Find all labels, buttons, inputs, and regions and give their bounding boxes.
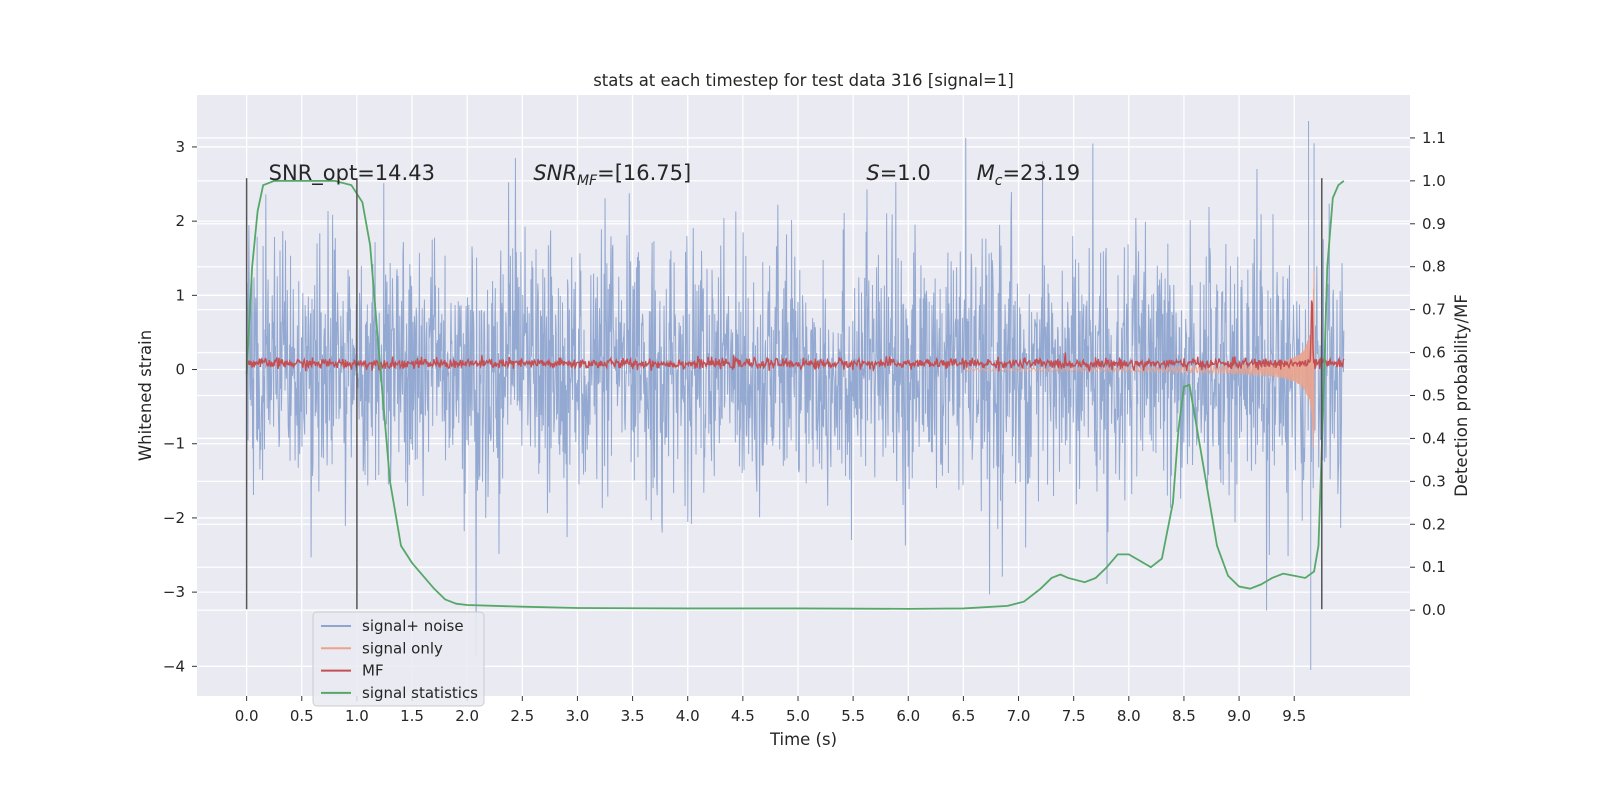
tick-labels: 0.0 0.5 1.0 1.5 2.0 2.5 3.0 3.5 4.0 4.5 5.0 5.5 6.0 6… (163, 129, 1446, 725)
series-mf (245, 300, 1345, 373)
y2-tick-label: 1.0 (1422, 172, 1446, 190)
x-axis-label: Time (s) (769, 730, 837, 749)
y2-tick-label: 0.6 (1422, 344, 1446, 362)
x-tick-label: 5.0 (786, 707, 810, 725)
y2-tick-label: 0.1 (1422, 558, 1446, 576)
annotation-s: S=1.0 (866, 161, 930, 185)
x-tick-label: 1.5 (400, 707, 424, 725)
annotation-snr-mf-sub: MF (577, 173, 598, 189)
x-tick-label: 3.0 (566, 707, 590, 725)
series-layer (245, 120, 1345, 671)
x-tick-label: 8.5 (1172, 707, 1196, 725)
y2-tick-label: 0.5 (1422, 387, 1446, 405)
y2-tick-label: 0.4 (1422, 429, 1446, 447)
annotation-mc-sub: c (995, 173, 1003, 189)
y-tick-label: 1 (175, 286, 185, 304)
x-tick-label: 0.5 (290, 707, 314, 725)
y-axis-label: Whitened strain (136, 330, 155, 461)
x-tick-label: 0.0 (235, 707, 259, 725)
x-tick-label: 3.5 (621, 707, 645, 725)
x-tick-label: 6.5 (951, 707, 975, 725)
annotation-mc-value: =23.19 (1002, 161, 1080, 185)
x-tick-label: 4.0 (676, 707, 700, 725)
legend-entries: signal+ noise signal only MF signal statist… (321, 617, 478, 702)
x-tick-label: 2.0 (455, 707, 479, 725)
annotation-snr-mf: SNRMF=[16.75] (533, 161, 691, 189)
y2-tick-label: 0.2 (1422, 515, 1446, 533)
legend-label: MF (362, 662, 384, 680)
x-tick-label: 9.5 (1282, 707, 1306, 725)
y-tick-label: −3 (163, 583, 185, 601)
x-tick-label: 9.0 (1227, 707, 1251, 725)
x-tick-label: 7.5 (1062, 707, 1086, 725)
chart-title: stats at each timestep for test data 316… (593, 71, 1014, 90)
y-tick-label: −1 (163, 435, 185, 453)
annotation-mc-label: M (977, 161, 995, 185)
x-tick-label: 5.5 (841, 707, 865, 725)
annotation-snr-opt: SNR_opt=14.43 (269, 161, 435, 186)
y-tick-label: −4 (163, 657, 185, 675)
annotation-s-value: =1.0 (880, 161, 931, 185)
y2-axis-label: Detection probability/MF (1452, 294, 1471, 497)
x-tick-label: 2.5 (510, 707, 534, 725)
x-tick-label: 1.0 (345, 707, 369, 725)
series-signal-only (963, 271, 1315, 448)
x-tick-label: 7.0 (1007, 707, 1031, 725)
legend-label: signal only (362, 639, 443, 657)
y2-tick-label: 0.7 (1422, 301, 1446, 319)
legend-label: signal+ noise (362, 617, 464, 635)
annotation-snr-mf-value: =[16.75] (597, 161, 691, 185)
y2-tick-label: 0.3 (1422, 472, 1446, 490)
y2-tick-label: 0.0 (1422, 601, 1446, 619)
x-tick-label: 8.0 (1117, 707, 1141, 725)
y-tick-label: 3 (175, 138, 185, 156)
annotation-mc: Mc=23.19 (977, 161, 1081, 189)
x-tick-label: 6.0 (896, 707, 920, 725)
vertical-markers (245, 178, 1323, 610)
y-tick-label: 2 (175, 212, 185, 230)
y-tick-label: −2 (163, 509, 185, 527)
annotation-snr-mf-label: SNR (533, 161, 577, 185)
annotation-s-label: S (866, 161, 879, 185)
y2-tick-label: 0.8 (1422, 258, 1446, 276)
y2-tick-label: 0.9 (1422, 215, 1446, 233)
legend-label: signal statistics (362, 684, 478, 702)
y-tick-label: 0 (175, 361, 185, 379)
series-signal-statistics (245, 179, 1345, 610)
legend-box (312, 611, 485, 707)
legend: signal+ noise signal only MF signal statist… (312, 611, 485, 707)
y2-tick-label: 1.1 (1422, 129, 1446, 147)
x-tick-label: 4.5 (731, 707, 755, 725)
series-signal-noise (246, 120, 1345, 671)
